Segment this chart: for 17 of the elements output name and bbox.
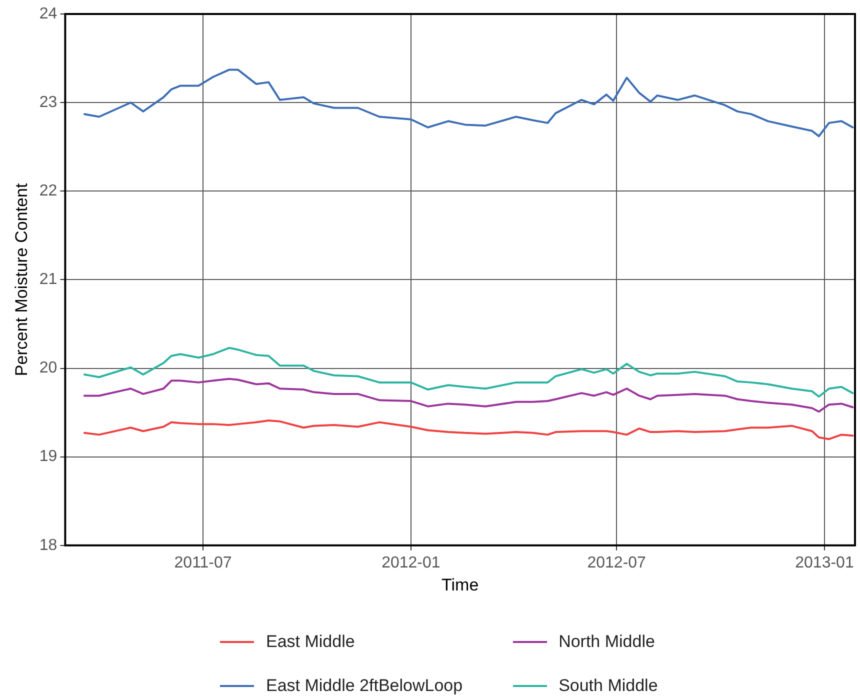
x-tick-label: 2013-01 <box>795 554 854 572</box>
legend-label: East Middle 2ftBelowLoop <box>266 676 463 696</box>
y-tick-label: 18 <box>39 536 58 554</box>
x-tick-label: 2012-01 <box>382 554 440 572</box>
legend-label: South Middle <box>558 676 658 696</box>
y-tick-label: 24 <box>39 5 58 22</box>
legend-label: East Middle <box>266 632 355 652</box>
x-tick-label: 2012-07 <box>587 554 646 572</box>
legend-label: North Middle <box>558 632 655 652</box>
y-tick-label: 20 <box>39 360 58 377</box>
y-tick-label: 21 <box>39 271 58 288</box>
x-tick-label: 2011-07 <box>174 554 232 572</box>
y-tick-label: 23 <box>39 94 58 111</box>
y-tick-label: 22 <box>39 182 58 200</box>
y-axis-title: Percent Moisture Content <box>12 183 31 376</box>
y-tick-label: 19 <box>39 448 58 466</box>
x-axis-title: Time <box>442 575 479 594</box>
